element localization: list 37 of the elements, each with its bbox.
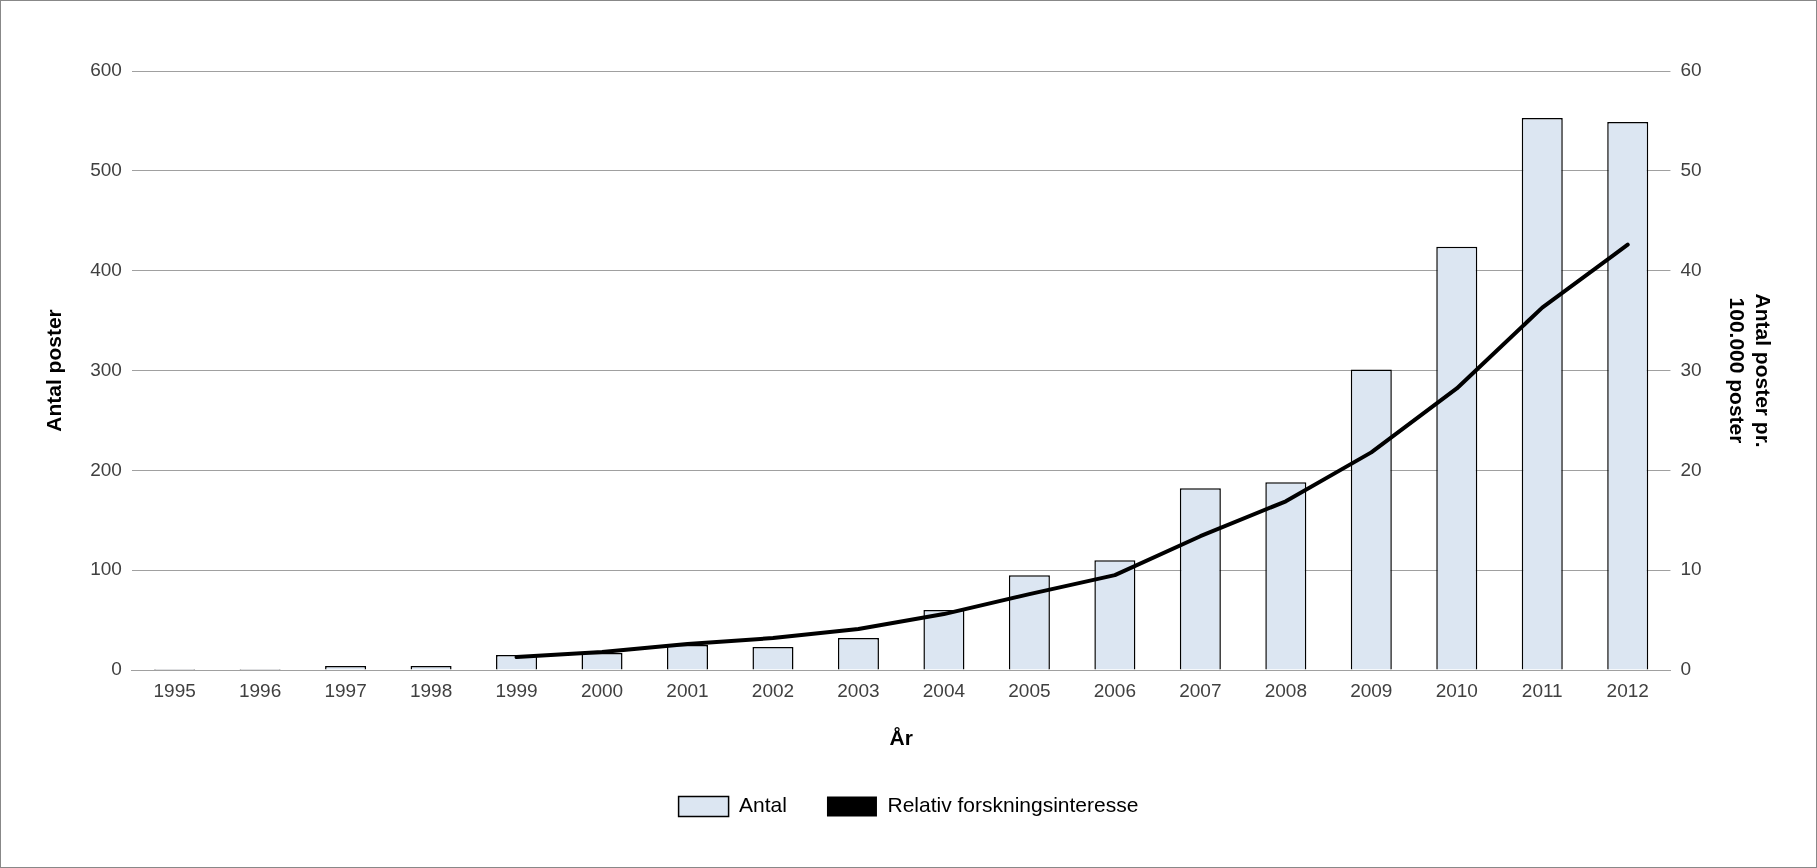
y2-tick-label: 60 — [1680, 59, 1702, 81]
x-tick-label: 2009 — [1350, 679, 1393, 701]
x-tick-label: 2008 — [1264, 679, 1307, 701]
y-tick-label: 600 — [90, 59, 122, 81]
y2-axis-title: Antal poster pr. 100.000 poster — [1726, 293, 1775, 448]
y2-tick-label: 50 — [1680, 159, 1702, 181]
y2-tick-label: 20 — [1680, 458, 1702, 480]
y2-tick-label: 10 — [1680, 558, 1702, 580]
x-tick-label: 1997 — [324, 679, 367, 701]
x-tick-label: 1996 — [238, 679, 282, 701]
x-tick-label: 2004 — [922, 679, 966, 701]
x-tick-label: 1998 — [409, 679, 453, 701]
x-axis-title: År — [889, 726, 913, 750]
y-tick-label: 400 — [90, 258, 122, 280]
legend-label: Relativ forskningsinteresse — [887, 793, 1139, 817]
x-tick-label: 2007 — [1179, 679, 1222, 701]
y-tick-label: 500 — [90, 159, 122, 181]
x-tick-label: 2012 — [1606, 679, 1649, 701]
x-tick-label: 2003 — [837, 679, 880, 701]
y-tick-label: 300 — [90, 358, 122, 380]
x-tick-label: 1995 — [153, 679, 196, 701]
y2-tick-label: 40 — [1680, 258, 1702, 280]
y2-tick-label: 0 — [1680, 658, 1692, 680]
y-tick-label: 100 — [90, 558, 122, 580]
x-tick-label: 2001 — [666, 679, 709, 701]
x-tick-label: 2000 — [580, 679, 624, 701]
y-tick-label: 0 — [111, 658, 122, 680]
x-tick-label: 2005 — [1008, 679, 1051, 701]
x-tick-label: 1999 — [495, 679, 538, 701]
x-tick-label: 2010 — [1435, 679, 1478, 701]
x-tick-label: 2006 — [1093, 679, 1137, 701]
y-tick-label: 200 — [90, 458, 122, 480]
y2-tick-label: 30 — [1680, 358, 1702, 380]
y-axis-title: Antal poster — [42, 309, 66, 432]
x-tick-label: 2002 — [751, 679, 795, 701]
legend-label: Antal — [739, 793, 787, 817]
x-tick-label: 2011 — [1521, 679, 1563, 701]
